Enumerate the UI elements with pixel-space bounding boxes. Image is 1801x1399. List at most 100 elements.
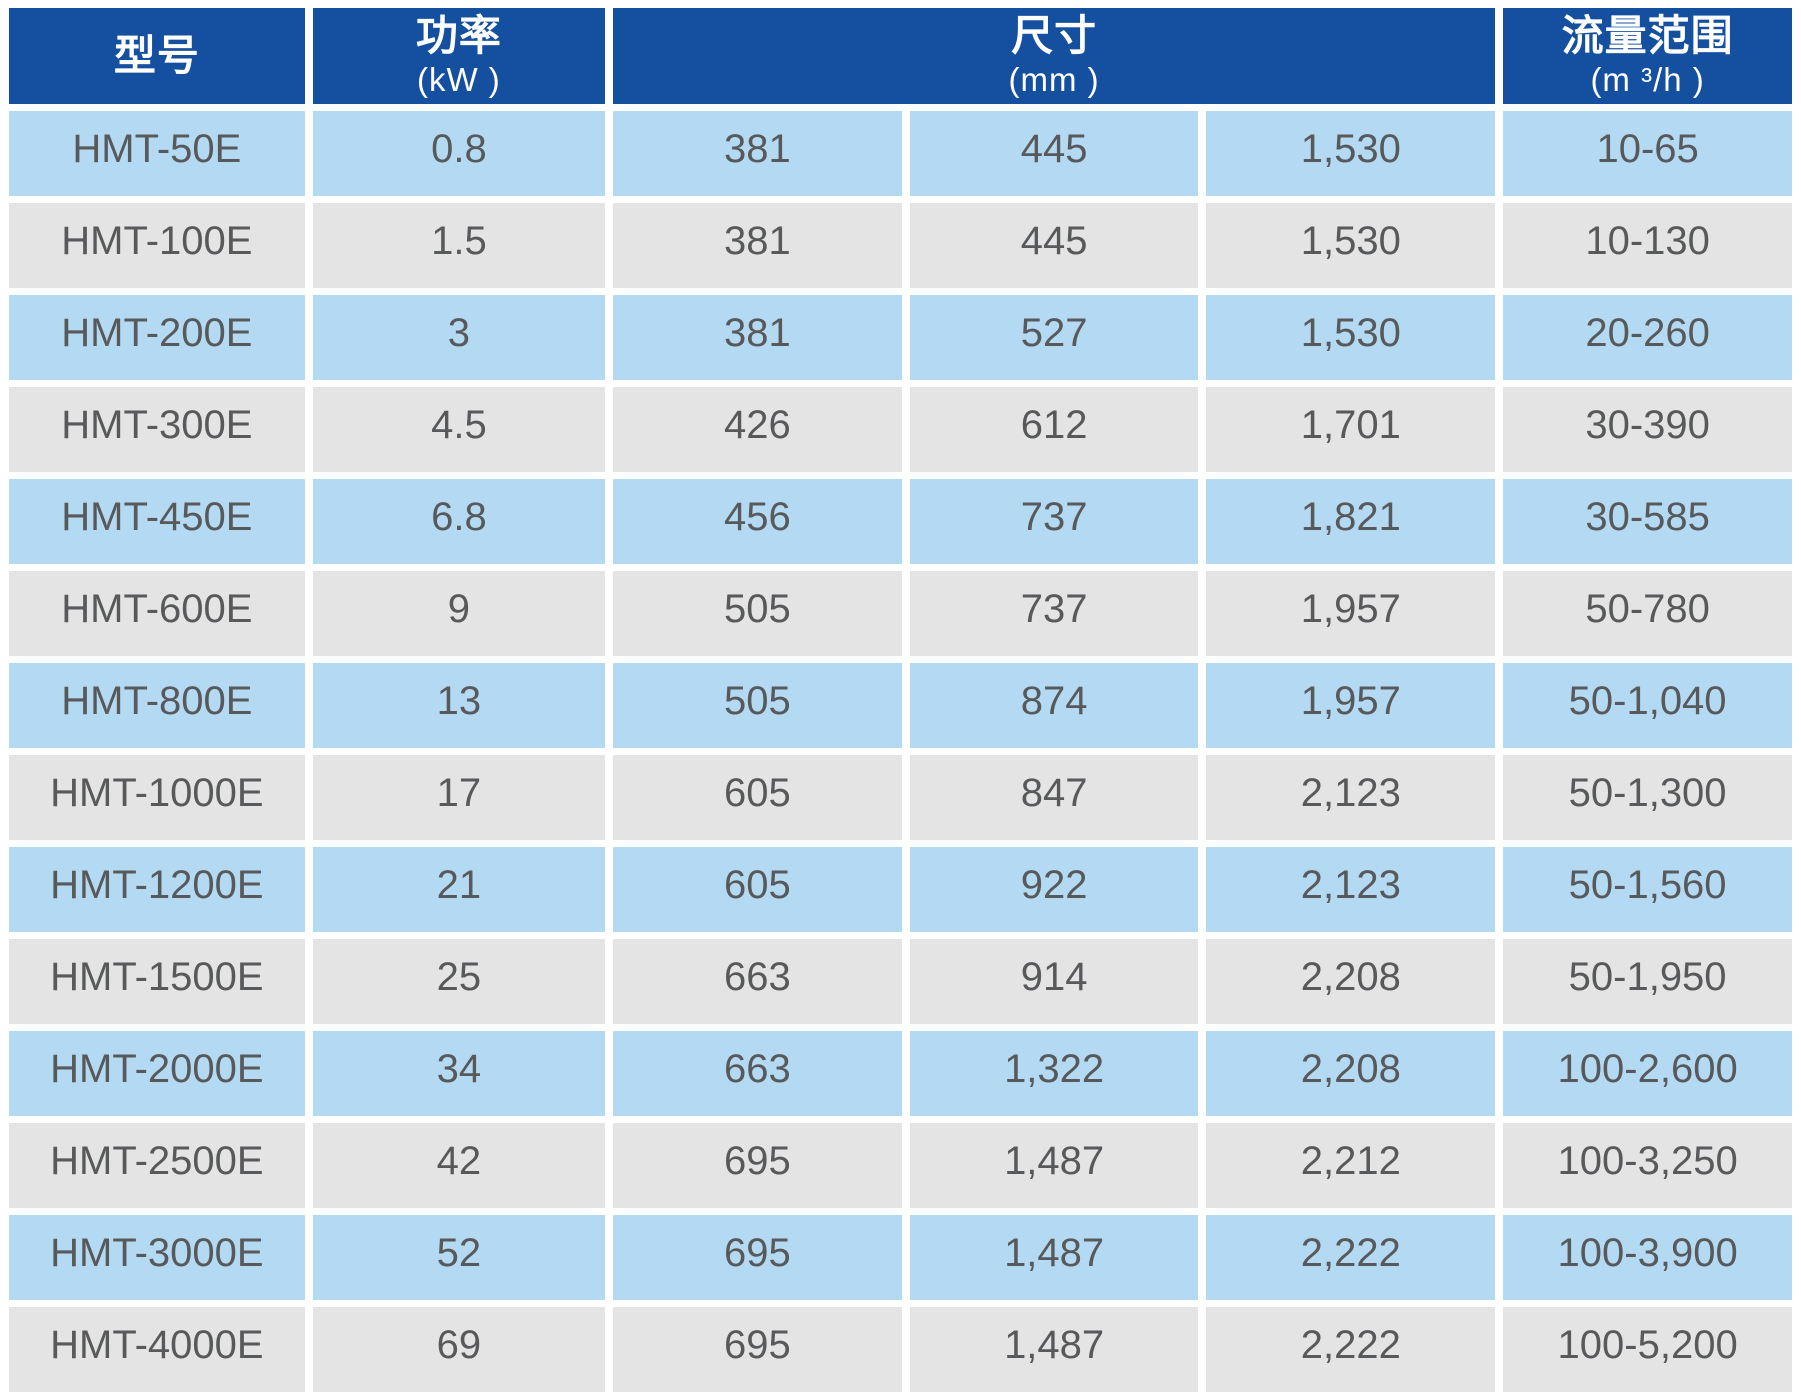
- cell-model: HMT-800E: [9, 663, 305, 748]
- cell-dim-b: 737: [909, 479, 1199, 564]
- cell-power-kw: 4.5: [312, 387, 606, 472]
- cell-dim-a: 381: [613, 111, 902, 196]
- header-row: 型号 功率 (kW ) 尺寸 (mm ) 流量范围 (m ³/h ): [9, 8, 1792, 104]
- cell-dim-a: 663: [613, 939, 902, 1024]
- header-dimensions-title: 尺寸: [1011, 12, 1098, 59]
- cell-flow-range: 20-260: [1503, 295, 1792, 380]
- cell-dim-a: 605: [613, 847, 902, 932]
- cell-flow-range: 100-3,250: [1503, 1123, 1792, 1208]
- table-row: HMT-100E 1.5 381 445 1,530 10-130: [9, 203, 1792, 288]
- cell-dim-c: 1,530: [1206, 111, 1496, 196]
- cell-model: HMT-50E: [9, 111, 305, 196]
- cell-flow-range: 50-1,560: [1503, 847, 1792, 932]
- cell-dim-b: 914: [909, 939, 1199, 1024]
- cell-dim-b: 874: [909, 663, 1199, 748]
- table-body: HMT-50E 0.8 381 445 1,530 10-65 HMT-100E…: [9, 111, 1792, 1392]
- cell-model: HMT-2500E: [9, 1123, 305, 1208]
- cell-flow-range: 100-3,900: [1503, 1215, 1792, 1300]
- header-model: 型号: [9, 8, 305, 104]
- table-row: HMT-450E 6.8 456 737 1,821 30-585: [9, 479, 1792, 564]
- cell-dim-c: 1,821: [1206, 479, 1496, 564]
- table-row: HMT-50E 0.8 381 445 1,530 10-65: [9, 111, 1792, 196]
- cell-flow-range: 10-65: [1503, 111, 1792, 196]
- cell-flow-range: 100-5,200: [1503, 1307, 1792, 1392]
- cell-dim-a: 426: [613, 387, 902, 472]
- cell-flow-range: 50-1,950: [1503, 939, 1792, 1024]
- table-row: HMT-1500E 25 663 914 2,208 50-1,950: [9, 939, 1792, 1024]
- cell-flow-range: 100-2,600: [1503, 1031, 1792, 1116]
- cell-dim-a: 505: [613, 663, 902, 748]
- cell-dim-c: 1,530: [1206, 295, 1496, 380]
- cell-flow-range: 50-1,300: [1503, 755, 1792, 840]
- cell-dim-a: 695: [613, 1123, 902, 1208]
- cell-model: HMT-3000E: [9, 1215, 305, 1300]
- cell-dim-c: 1,957: [1206, 663, 1496, 748]
- cell-dim-a: 695: [613, 1215, 902, 1300]
- cell-dim-c: 2,212: [1206, 1123, 1496, 1208]
- cell-dim-b: 847: [909, 755, 1199, 840]
- cell-dim-a: 695: [613, 1307, 902, 1392]
- cell-flow-range: 30-585: [1503, 479, 1792, 564]
- header-power: 功率 (kW ): [312, 8, 606, 104]
- cell-dim-b: 922: [909, 847, 1199, 932]
- cell-dim-a: 505: [613, 571, 902, 656]
- cell-power-kw: 17: [312, 755, 606, 840]
- cell-dim-c: 2,123: [1206, 755, 1496, 840]
- cell-power-kw: 52: [312, 1215, 606, 1300]
- cell-power-kw: 34: [312, 1031, 606, 1116]
- cell-power-kw: 1.5: [312, 203, 606, 288]
- cell-dim-b: 1,487: [909, 1215, 1199, 1300]
- cell-dim-b: 1,487: [909, 1123, 1199, 1208]
- cell-power-kw: 9: [312, 571, 606, 656]
- cell-dim-c: 1,701: [1206, 387, 1496, 472]
- cell-model: HMT-450E: [9, 479, 305, 564]
- cell-power-kw: 3: [312, 295, 606, 380]
- cell-model: HMT-4000E: [9, 1307, 305, 1392]
- cell-power-kw: 42: [312, 1123, 606, 1208]
- cell-power-kw: 6.8: [312, 479, 606, 564]
- header-dimensions-unit: (mm ): [1008, 61, 1100, 98]
- header-power-unit: (kW ): [416, 61, 501, 98]
- cell-dim-a: 456: [613, 479, 902, 564]
- cell-dim-a: 605: [613, 755, 902, 840]
- table-row: HMT-600E 9 505 737 1,957 50-780: [9, 571, 1792, 656]
- cell-flow-range: 30-390: [1503, 387, 1792, 472]
- cell-model: HMT-100E: [9, 203, 305, 288]
- cell-model: HMT-1500E: [9, 939, 305, 1024]
- cell-dim-b: 1,487: [909, 1307, 1199, 1392]
- table-row: HMT-4000E 69 695 1,487 2,222 100-5,200: [9, 1307, 1792, 1392]
- cell-model: HMT-600E: [9, 571, 305, 656]
- cell-dim-c: 2,208: [1206, 1031, 1496, 1116]
- cell-model: HMT-1000E: [9, 755, 305, 840]
- table-row: HMT-2000E 34 663 1,322 2,208 100-2,600: [9, 1031, 1792, 1116]
- cell-dim-c: 1,530: [1206, 203, 1496, 288]
- cell-model: HMT-200E: [9, 295, 305, 380]
- cell-model: HMT-1200E: [9, 847, 305, 932]
- cell-power-kw: 25: [312, 939, 606, 1024]
- cell-dim-c: 2,222: [1206, 1215, 1496, 1300]
- header-dimensions: 尺寸 (mm ): [613, 8, 1496, 104]
- table-row: HMT-1200E 21 605 922 2,123 50-1,560: [9, 847, 1792, 932]
- cell-power-kw: 21: [312, 847, 606, 932]
- header-flow-range-title: 流量范围: [1561, 12, 1734, 59]
- cell-dim-c: 2,123: [1206, 847, 1496, 932]
- cell-flow-range: 50-780: [1503, 571, 1792, 656]
- cell-flow-range: 10-130: [1503, 203, 1792, 288]
- cell-model: HMT-2000E: [9, 1031, 305, 1116]
- header-flow-range-unit: (m ³/h ): [1590, 61, 1705, 98]
- cell-dim-c: 2,222: [1206, 1307, 1496, 1392]
- table-row: HMT-800E 13 505 874 1,957 50-1,040: [9, 663, 1792, 748]
- table-row: HMT-3000E 52 695 1,487 2,222 100-3,900: [9, 1215, 1792, 1300]
- cell-power-kw: 0.8: [312, 111, 606, 196]
- cell-dim-a: 381: [613, 203, 902, 288]
- cell-dim-b: 1,322: [909, 1031, 1199, 1116]
- cell-flow-range: 50-1,040: [1503, 663, 1792, 748]
- cell-model: HMT-300E: [9, 387, 305, 472]
- table-header: 型号 功率 (kW ) 尺寸 (mm ) 流量范围 (m ³/h ): [9, 8, 1792, 104]
- table-row: HMT-2500E 42 695 1,487 2,212 100-3,250: [9, 1123, 1792, 1208]
- table-row: HMT-1000E 17 605 847 2,123 50-1,300: [9, 755, 1792, 840]
- cell-power-kw: 13: [312, 663, 606, 748]
- cell-dim-b: 737: [909, 571, 1199, 656]
- cell-dim-a: 381: [613, 295, 902, 380]
